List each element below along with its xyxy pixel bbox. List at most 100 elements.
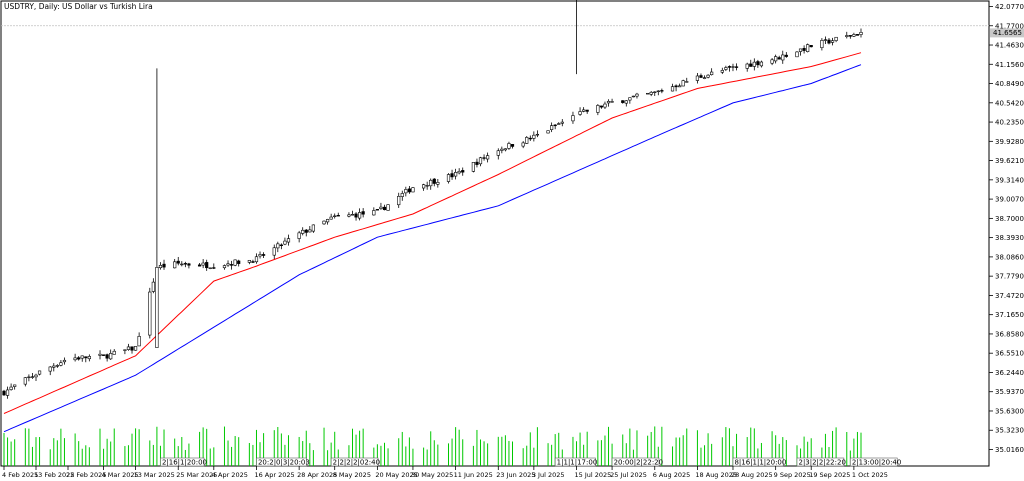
- candle-body: [297, 232, 301, 239]
- candle-body: [379, 206, 383, 209]
- candle-body: [770, 59, 774, 64]
- candle-body: [795, 51, 799, 58]
- candle-body: [702, 77, 707, 79]
- time-tick-label: 3 Jul 2025: [532, 471, 565, 479]
- candle-body: [329, 216, 333, 220]
- price-tick-label: 37.4720: [995, 292, 1024, 300]
- candle-body: [720, 70, 724, 73]
- candle-body: [98, 353, 102, 356]
- current-price-tag: 41.6565: [990, 28, 1024, 38]
- session-marker-box: [330, 457, 379, 467]
- candle-body: [400, 193, 404, 197]
- candle-body: [133, 346, 138, 351]
- candle-body: [478, 157, 483, 165]
- candle-body: [286, 238, 291, 243]
- candle-body: [674, 85, 678, 88]
- price-tick-label: 40.8490: [995, 80, 1024, 88]
- candle-body: [798, 48, 803, 52]
- time-tick-label: 25 Jul 2025: [610, 471, 647, 479]
- candle-body: [745, 63, 749, 69]
- candle-body: [500, 148, 504, 151]
- candle-body: [845, 35, 849, 37]
- candle-body: [656, 90, 660, 93]
- candle-body: [553, 124, 557, 127]
- candle-body: [48, 366, 52, 372]
- candle-body: [279, 244, 283, 247]
- candle-body: [646, 92, 650, 95]
- candle-body: [503, 148, 507, 151]
- candle-body: [475, 161, 479, 165]
- time-tick-label: 23 Jun 2025: [496, 471, 535, 479]
- candle-body: [87, 356, 91, 360]
- candle-body: [30, 376, 35, 378]
- candle-body: [710, 71, 714, 76]
- time-tick-label: 20 May 2025: [375, 471, 417, 479]
- price-tick-label: 39.3140: [995, 176, 1024, 184]
- candle-body: [521, 142, 525, 147]
- candle-body: [258, 254, 262, 257]
- ma-slow-line: [3, 64, 862, 433]
- candle-body: [496, 150, 500, 156]
- session-marker-box: [611, 457, 660, 467]
- candle-body: [649, 91, 653, 95]
- candle-body: [848, 35, 852, 37]
- candle-body: [55, 365, 59, 367]
- candle-body: [311, 224, 315, 232]
- candle-body: [422, 184, 426, 189]
- candle-body: [229, 264, 234, 266]
- candle-body: [578, 111, 582, 115]
- candle-body: [535, 133, 539, 136]
- candle-body: [382, 206, 387, 211]
- price-tick-label: 41.7700: [995, 22, 1024, 30]
- candle-body: [820, 40, 824, 48]
- session-marker-box: [554, 457, 596, 467]
- candle-body: [52, 365, 56, 368]
- price-tick-label: 37.7790: [995, 273, 1024, 281]
- candle-body: [781, 54, 785, 61]
- candle-body: [624, 100, 628, 104]
- candle-body: [325, 219, 330, 223]
- candle-body: [155, 267, 159, 348]
- candle-body: [208, 267, 212, 269]
- candle-body: [606, 101, 611, 104]
- candle-body: [247, 260, 251, 263]
- candle-body: [678, 85, 682, 88]
- candle-body: [557, 123, 561, 125]
- candle-body: [59, 362, 63, 366]
- candle-body: [251, 261, 255, 263]
- current-price-box: [990, 28, 1024, 38]
- candle-body: [727, 66, 732, 68]
- session-marker-label: 1|1|1|17:00: [557, 459, 598, 467]
- candle-body: [80, 355, 84, 359]
- time-tick-label: 4 Apr 2025: [212, 471, 248, 479]
- time-tick-label: 13 Mar 2025: [134, 471, 175, 479]
- candle-body: [112, 350, 116, 355]
- chart-title: USDTRY, Daily: US Dollar vs Turkish Lira: [4, 2, 153, 11]
- candle-body: [109, 353, 113, 360]
- session-marker-label: 20:00|2|22:20: [614, 459, 664, 467]
- candle-body: [137, 336, 141, 347]
- candle-body: [471, 162, 475, 172]
- candle-body: [731, 66, 735, 68]
- time-tick-label: 25 Mar 2025: [176, 471, 217, 479]
- time-tick-label: 19 Sep 2025: [809, 471, 850, 479]
- session-marker-box: [160, 457, 205, 467]
- candle-body: [528, 137, 532, 140]
- price-tick-label: 39.9280: [995, 138, 1024, 146]
- price-tick-label: 37.1650: [995, 311, 1024, 319]
- price-tick-label: 39.6210: [995, 157, 1024, 165]
- session-marker-label: 8|16|1|1|20:00: [734, 459, 786, 467]
- candle-body: [212, 267, 216, 269]
- time-tick-label: 16 Apr 2025: [254, 471, 294, 479]
- candle-body: [809, 45, 813, 48]
- candle-body: [77, 357, 81, 360]
- candle-body: [5, 389, 10, 396]
- candle-body: [603, 103, 607, 108]
- time-tick-label: 8 May 2025: [333, 471, 371, 479]
- candle-body: [158, 265, 163, 269]
- price-tick-label: 40.2350: [995, 119, 1024, 127]
- candle-body: [226, 263, 230, 266]
- candle-body: [2, 390, 6, 396]
